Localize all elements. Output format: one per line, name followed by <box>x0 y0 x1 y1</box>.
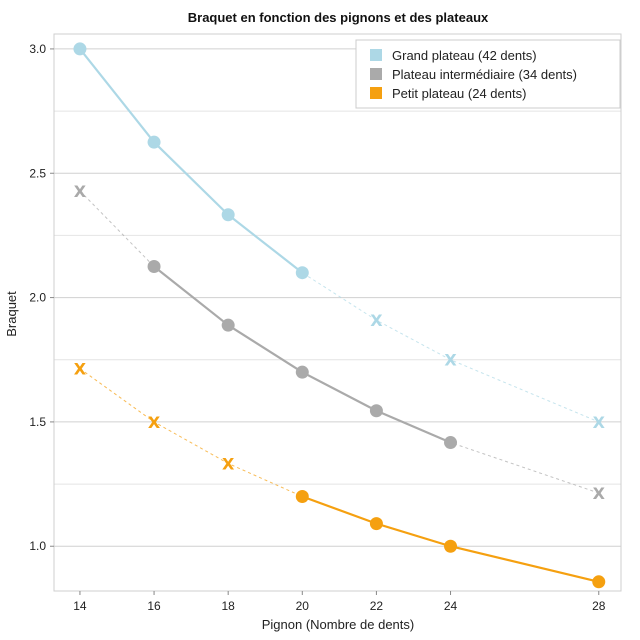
data-point <box>147 259 161 273</box>
y-axis-label: Braquet <box>4 291 19 337</box>
data-point <box>444 539 458 553</box>
legend-box <box>355 39 621 109</box>
y-tick-label: 2.5 <box>29 166 46 180</box>
x-tick-label: 22 <box>370 599 384 613</box>
data-point-unused: X <box>148 413 161 432</box>
data-point <box>73 42 87 56</box>
data-point <box>221 318 235 332</box>
data-point <box>295 365 309 379</box>
series-solid-line <box>79 48 303 274</box>
y-tick-label: 2.0 <box>29 291 46 305</box>
data-point <box>444 436 458 450</box>
data-point-unused: X <box>593 484 606 503</box>
legend-swatch <box>370 49 382 61</box>
x-tick-label: 20 <box>296 599 310 613</box>
series-dashed-line <box>79 190 599 494</box>
series-solid-line <box>153 265 451 444</box>
data-point <box>295 266 309 280</box>
x-tick-label: 16 <box>147 599 161 613</box>
y-axis: 1.0 1.5 2.0 2.5 3.0 <box>29 42 54 553</box>
x-tick-label: 14 <box>73 599 87 613</box>
x-tick-label: 28 <box>592 599 606 613</box>
legend: Grand plateau (42 dents) Plateau interméd… <box>355 39 621 109</box>
series-2: XX <box>74 182 606 503</box>
plot-frame <box>53 33 622 592</box>
data-point <box>369 517 383 531</box>
series-1: X X X <box>73 42 606 432</box>
data-point-unused: X <box>593 413 606 432</box>
grid <box>54 48 621 547</box>
series-dashed-line <box>79 368 599 583</box>
chart-title: Braquet en fonction des pignons et des p… <box>188 10 489 25</box>
x-tick-label: 24 <box>444 599 458 613</box>
legend-swatch <box>370 87 382 99</box>
y-tick-label: 1.5 <box>29 415 46 429</box>
series-dashed-line <box>79 48 599 423</box>
series-solid-line <box>301 495 600 583</box>
legend-label: Grand plateau (42 dents) <box>392 48 537 63</box>
data-point-unused: X <box>370 311 383 330</box>
data-point <box>295 490 309 504</box>
data-point-unused: X <box>222 454 235 473</box>
legend-swatch <box>370 68 382 80</box>
y-tick-label: 1.0 <box>29 539 46 553</box>
x-axis-label: Pignon (Nombre de dents) <box>262 617 414 632</box>
series-3: X X X <box>74 360 606 589</box>
y-tick-label: 3.0 <box>29 42 46 56</box>
x-axis: 14 16 18 20 22 24 28 <box>73 591 606 613</box>
data-point <box>369 404 383 418</box>
data-point-unused: X <box>74 182 87 201</box>
x-tick-label: 18 <box>221 599 235 613</box>
legend-label: Plateau intermédiaire (34 dents) <box>392 67 577 82</box>
data-point <box>147 135 161 149</box>
legend-label: Petit plateau (24 dents) <box>392 86 526 101</box>
data-point <box>221 208 235 222</box>
data-point <box>592 575 606 589</box>
data-point-unused: X <box>444 351 457 370</box>
data-point-unused: X <box>74 360 87 379</box>
